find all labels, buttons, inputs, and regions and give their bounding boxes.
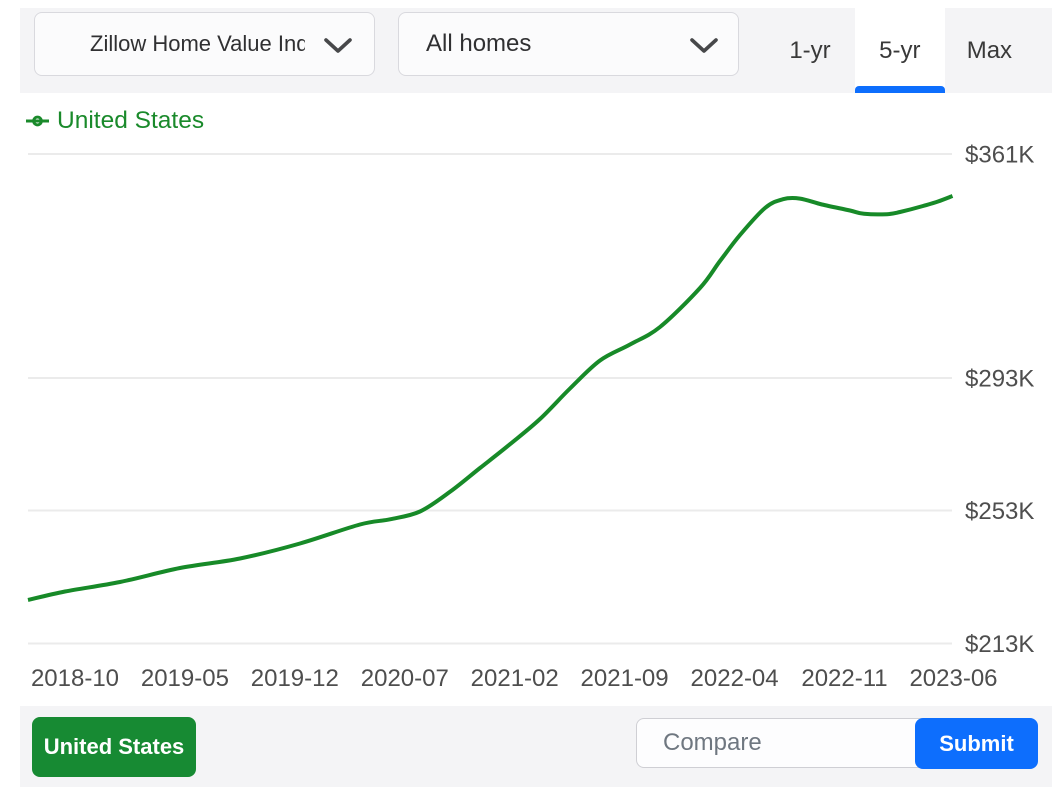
svg-text:2022-04: 2022-04 xyxy=(691,665,779,692)
svg-text:$361K: $361K xyxy=(965,142,1034,169)
svg-text:2020-07: 2020-07 xyxy=(361,665,449,692)
svg-text:2018-10: 2018-10 xyxy=(31,665,119,692)
svg-text:2021-09: 2021-09 xyxy=(581,665,669,692)
svg-text:$253K: $253K xyxy=(965,498,1034,525)
svg-text:2021-02: 2021-02 xyxy=(471,665,559,692)
svg-text:2023-06: 2023-06 xyxy=(909,665,997,692)
svg-text:$213K: $213K xyxy=(965,631,1034,658)
svg-text:$293K: $293K xyxy=(965,366,1034,393)
svg-text:2019-05: 2019-05 xyxy=(141,665,229,692)
svg-text:2022-11: 2022-11 xyxy=(801,665,887,692)
svg-text:2019-12: 2019-12 xyxy=(251,665,339,692)
